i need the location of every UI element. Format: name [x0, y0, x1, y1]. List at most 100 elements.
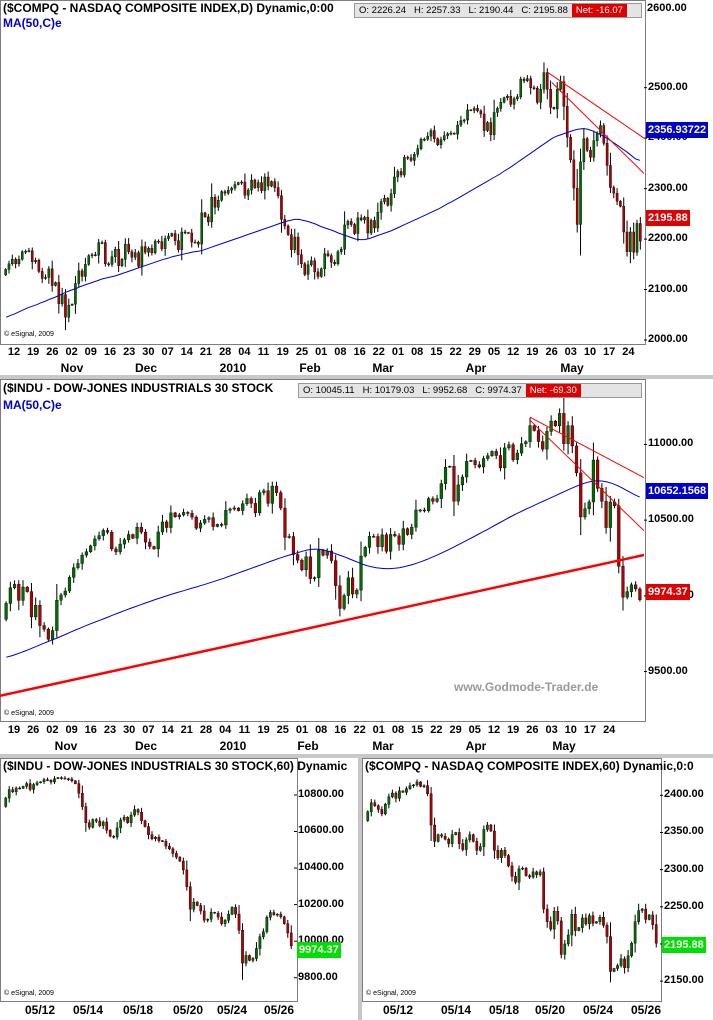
x-tick-label: 19: [526, 346, 539, 358]
candle-down: [181, 860, 185, 871]
candle-up: [635, 223, 639, 253]
candle-up: [209, 912, 213, 920]
x-month-label: Dec: [134, 739, 158, 753]
candle-up: [236, 182, 240, 185]
x-tick-label: 10: [564, 724, 577, 736]
candle-up: [246, 189, 250, 196]
candle-up: [625, 591, 629, 598]
x-tick-label: 21: [199, 346, 213, 358]
x-tick-label: 07: [142, 724, 155, 736]
candle-up: [262, 490, 266, 493]
candle-down: [290, 234, 293, 250]
candle-down: [178, 856, 182, 862]
candle-up: [456, 484, 460, 502]
x-tick-label: 01: [315, 346, 328, 358]
candle-up: [403, 157, 406, 176]
candle-down: [175, 853, 178, 858]
candle-up: [393, 176, 396, 194]
candle-down: [80, 270, 84, 277]
candle-down: [143, 246, 147, 253]
candle-up: [524, 441, 528, 444]
candle-up: [251, 958, 255, 961]
candle-up: [422, 785, 426, 787]
x-tick-label: 15: [411, 724, 424, 736]
candle-up: [412, 784, 415, 787]
candle-up: [450, 834, 454, 844]
compq-daily-panel[interactable]: ($COMPQ - NASDAQ COMPOSITE INDEX,D) Dyna…: [0, 0, 713, 375]
candle-down: [161, 840, 164, 842]
x-month-label: Nov: [60, 361, 84, 375]
candle-down: [316, 271, 320, 277]
x-tick-label: 09: [84, 346, 97, 358]
candle-down: [223, 191, 227, 194]
candle-up: [232, 507, 236, 510]
candle-down: [372, 536, 376, 538]
candle-up: [519, 78, 522, 97]
candle-up: [287, 536, 291, 538]
candle-down: [148, 541, 152, 547]
ohlc-open: O: 2226.24: [359, 5, 407, 16]
trend-line: [529, 419, 645, 532]
x-tick-label: 19: [7, 724, 21, 736]
indu-daily-panel[interactable]: ($INDU - DOW-JONES INDUSTRIALS 30 STOCK …: [0, 379, 713, 754]
candle-up: [555, 89, 559, 110]
candle-up: [193, 241, 197, 244]
candle-up: [167, 235, 170, 239]
candle-down: [479, 110, 483, 115]
candle-up: [135, 527, 139, 539]
candle-up: [366, 811, 370, 821]
x-tick-label: 26: [27, 724, 40, 736]
candle-up: [369, 220, 373, 234]
candle-down: [185, 869, 189, 887]
candle-down: [253, 503, 257, 514]
candle-down: [137, 252, 140, 267]
candle-down: [349, 221, 353, 225]
candle-down: [289, 932, 293, 947]
candle-down: [60, 777, 63, 779]
candle-up: [255, 948, 258, 959]
y-tick-label: 2100.00: [648, 282, 688, 295]
candle-up: [413, 154, 416, 161]
candle-up: [549, 420, 553, 432]
candle-up: [398, 790, 401, 799]
candle-up: [503, 447, 507, 469]
candle-down: [296, 554, 300, 561]
candle-up: [262, 931, 265, 937]
moving-average-line: [5, 128, 640, 318]
indu-60min-panel[interactable]: ($INDU - DOW-JONES INDUSTRIALS 30 STOCK,…: [0, 758, 358, 1020]
x-tick-label: 21: [180, 724, 193, 736]
candle-up: [629, 231, 632, 252]
candle-up: [51, 630, 55, 640]
compq-60min-panel[interactable]: ($COMPQ - NASDAQ COMPOSITE INDEX,60) Dyn…: [362, 758, 713, 1020]
candle-down: [28, 783, 32, 790]
candle-up: [356, 217, 360, 234]
candle-up: [383, 198, 386, 202]
candle-up: [608, 501, 612, 528]
candle-down: [475, 841, 479, 851]
candle-down: [190, 232, 194, 243]
x-tick-label: 03: [564, 346, 577, 358]
x-tick-label: 10: [583, 346, 597, 358]
candle-up: [275, 913, 279, 916]
candle-up: [436, 834, 440, 842]
candle-down: [419, 781, 422, 787]
candle-up: [140, 246, 144, 267]
x-tick-label: 23: [103, 724, 117, 736]
candle-up: [528, 425, 532, 442]
candle-up: [120, 259, 124, 267]
candle-up: [486, 122, 489, 131]
candle-up: [469, 460, 473, 462]
candle-up: [379, 201, 383, 213]
candle-down: [399, 171, 403, 176]
candle-up: [12, 584, 17, 588]
y-tick-label: 10800.00: [298, 787, 344, 800]
y-tick-label: 11000.00: [648, 437, 694, 450]
candle-up: [228, 508, 232, 511]
candle-down: [542, 871, 546, 910]
candle-up: [363, 547, 367, 557]
candle-down: [253, 179, 257, 188]
candle-down: [160, 241, 164, 249]
candle-down: [615, 192, 619, 202]
candle-down: [443, 835, 447, 840]
candle-up: [270, 181, 273, 187]
